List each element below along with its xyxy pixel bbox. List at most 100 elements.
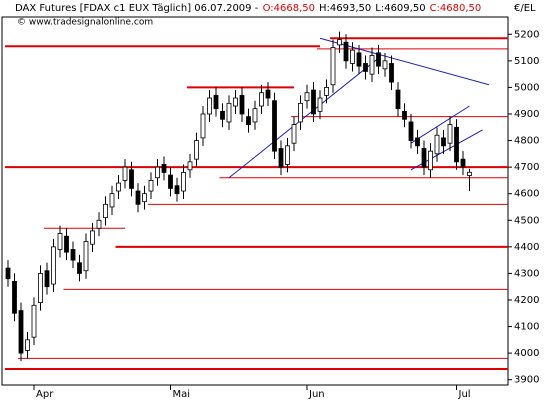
quote-label: O:4668,50 xyxy=(263,3,315,14)
candle-body xyxy=(415,137,420,147)
x-tick-label: Jul xyxy=(458,389,471,400)
candle-body xyxy=(12,280,17,314)
title-text: DAX Futures [FDAX c1 EUX Täglich] 06.07.… xyxy=(15,3,259,14)
candle-body xyxy=(207,97,212,115)
candle-body xyxy=(324,87,329,96)
y-tick-label: 4000 xyxy=(514,348,539,359)
copyright: © www.tradesignalonline.com xyxy=(17,18,153,28)
trend-line xyxy=(228,57,379,179)
candle-body xyxy=(298,102,303,123)
candle-body xyxy=(311,89,316,115)
candle-body xyxy=(434,134,440,155)
quote-label: C:4680,50 xyxy=(430,3,482,14)
candle-body xyxy=(90,230,95,245)
candle-body xyxy=(200,113,206,139)
candle-body xyxy=(408,121,414,141)
candle-body xyxy=(70,249,76,261)
y-tick-label: 4500 xyxy=(514,215,539,226)
candle-body xyxy=(330,47,336,86)
y-tick-label: 4200 xyxy=(514,295,539,306)
candle-body xyxy=(148,180,154,192)
x-tick-label: Mai xyxy=(173,389,191,400)
candle-body xyxy=(116,182,121,192)
candle-body xyxy=(421,148,427,168)
candle-body xyxy=(246,116,251,126)
trend-line xyxy=(410,105,470,144)
y-tick-label: 5200 xyxy=(514,29,539,40)
candle-body xyxy=(5,267,11,280)
y-tick-label: 3900 xyxy=(514,375,539,386)
candle-body xyxy=(317,97,323,112)
candle-body xyxy=(226,102,232,123)
candle-body xyxy=(272,100,277,152)
candle-body xyxy=(161,164,167,173)
candle-body xyxy=(467,171,472,176)
candle-body xyxy=(395,89,401,110)
candle-body xyxy=(382,60,388,70)
candle-body xyxy=(259,92,264,107)
candle-body xyxy=(168,174,173,189)
candle-body xyxy=(460,158,466,168)
candle-body xyxy=(252,108,258,123)
candle-body xyxy=(389,63,394,83)
plot-frame xyxy=(1,16,509,386)
quote-label: L:4609,50 xyxy=(375,3,425,14)
candle-body xyxy=(25,339,30,351)
candle-body xyxy=(103,203,108,219)
y-tick-label: 5000 xyxy=(514,82,539,93)
candle-body xyxy=(96,219,102,229)
candle-body xyxy=(376,52,381,67)
candle-body xyxy=(233,97,238,107)
y-tick-label: 4800 xyxy=(514,136,539,147)
candle-body xyxy=(291,124,297,144)
quote-label: H:4693,50 xyxy=(319,3,371,14)
y-tick-label: 4100 xyxy=(514,322,539,333)
candle-body xyxy=(447,124,453,144)
candle-body xyxy=(174,185,180,195)
x-tick-label: Apr xyxy=(36,389,54,400)
candle-body xyxy=(44,270,50,288)
candle-body xyxy=(109,193,115,208)
candle-body xyxy=(155,166,160,179)
candle-body xyxy=(57,233,63,250)
candle-body xyxy=(369,55,375,75)
candle-body xyxy=(181,172,186,192)
candle-body xyxy=(428,150,433,171)
candle-body xyxy=(77,262,82,274)
candle-body xyxy=(265,89,271,99)
y-tick-label: 4700 xyxy=(514,162,539,173)
candle-body xyxy=(38,273,43,304)
candle-body xyxy=(31,304,37,338)
chart-title: DAX Futures [FDAX c1 EUX Täglich] 06.07.… xyxy=(15,3,481,14)
x-tick-label: Jun xyxy=(308,389,325,400)
candle-body xyxy=(239,94,245,115)
unit-label: €/EL xyxy=(514,3,536,14)
y-tick-label: 4900 xyxy=(514,109,539,120)
y-tick-label: 5100 xyxy=(514,56,539,67)
candle-body xyxy=(402,110,407,120)
y-tick-label: 4300 xyxy=(514,268,539,279)
candle-body xyxy=(285,145,290,165)
candle-body xyxy=(350,49,355,64)
candle-body xyxy=(135,190,141,205)
candle-body xyxy=(213,94,219,110)
candle-body xyxy=(304,92,310,102)
candle-body xyxy=(64,235,69,253)
candle-body xyxy=(122,166,128,181)
candle-body xyxy=(18,310,24,354)
candle-body xyxy=(356,52,362,67)
candle-body xyxy=(51,246,56,285)
candle-body xyxy=(83,241,89,272)
candle-body xyxy=(343,41,349,62)
candle-body xyxy=(194,140,199,160)
candle-body xyxy=(220,110,225,120)
candle-body xyxy=(363,63,368,72)
candle-body xyxy=(454,126,459,163)
candle-body xyxy=(337,39,342,46)
candle-body xyxy=(278,148,284,168)
candle-body xyxy=(142,193,147,203)
candle-body xyxy=(129,169,134,189)
candle-body xyxy=(441,137,446,147)
